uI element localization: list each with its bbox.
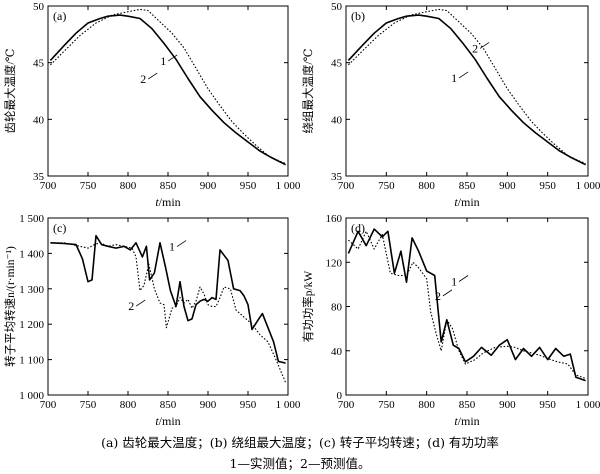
series-line-1 — [50, 234, 286, 364]
x-axis-label: t/min — [454, 195, 479, 209]
annotation-leader — [147, 72, 158, 80]
y-tick-label: 1 000 — [19, 390, 44, 402]
x-tick-label: 800 — [120, 399, 137, 411]
series-annotation-2: 2 — [140, 72, 146, 86]
series-annotation-1: 1 — [451, 71, 457, 85]
series-annotation-2: 2 — [435, 289, 441, 303]
x-tick-label: 850 — [160, 180, 177, 192]
y-tick-label: 35 — [33, 171, 45, 183]
y-tick-label: 50 — [33, 1, 45, 13]
x-tick-label: 1 000 — [576, 180, 600, 192]
series-annotation-2: 2 — [128, 299, 134, 313]
x-tick-label: 800 — [120, 180, 137, 192]
x-tick-label: 950 — [240, 180, 257, 192]
plot-frame — [47, 5, 289, 177]
x-tick-label: 700 — [338, 180, 355, 192]
y-tick-label: 1 300 — [19, 284, 44, 296]
figure-caption-panels: (a) 齿轮最大温度；(b) 绕组最大温度；(c) 转子平均转速；(d) 有功功… — [101, 435, 499, 450]
x-tick-label: 850 — [459, 180, 476, 192]
x-tick-label: 850 — [459, 399, 476, 411]
annotation-leader — [458, 275, 469, 282]
x-tick-label: 750 — [378, 399, 395, 411]
x-tick-label: 700 — [40, 399, 57, 411]
x-tick-label: 750 — [80, 399, 97, 411]
chart-panel-3: 700 750 800 850 900 950 1 000 1 000 1 100 1 200 1 … — [3, 213, 301, 428]
chart-panel-4: 700 750 800 850 900 950 1 000 0 40 80 120 160 12 (d) t… — [301, 213, 600, 428]
y-tick-label: 1 200 — [19, 319, 44, 331]
annotation-leader — [135, 299, 146, 307]
x-tick-label: 1 000 — [576, 399, 600, 411]
series-line-1 — [347, 228, 586, 382]
x-tick-label: 700 — [40, 180, 57, 192]
y-tick-label: 45 — [331, 58, 343, 70]
series-line-2 — [50, 242, 287, 383]
panel-label: (c) — [53, 221, 66, 235]
x-axis-label: t/min — [155, 414, 180, 428]
x-tick-label: 700 — [338, 399, 355, 411]
y-tick-label: 1 400 — [19, 248, 44, 260]
x-tick-label: 950 — [240, 399, 257, 411]
x-axis-label: t/min — [454, 414, 479, 428]
annotation-leader — [442, 289, 453, 297]
annotation-leader — [458, 71, 469, 79]
x-tick-label: 950 — [539, 180, 556, 192]
series-annotation-1: 1 — [451, 274, 457, 288]
series-line-1 — [347, 14, 586, 166]
y-tick-label: 35 — [331, 171, 343, 183]
annotation-leader — [167, 54, 178, 62]
series-line-2 — [49, 14, 286, 166]
y-tick-label: 1 100 — [19, 355, 44, 367]
y-tick-label: 80 — [331, 302, 343, 314]
plot-frame — [345, 5, 589, 177]
panel-label: (b) — [351, 9, 365, 23]
y-tick-label: 50 — [331, 1, 343, 13]
x-tick-label: 950 — [539, 399, 556, 411]
x-tick-label: 750 — [378, 180, 395, 192]
plot-frame — [47, 217, 289, 396]
series-annotation-1: 1 — [169, 240, 175, 254]
x-tick-label: 900 — [499, 180, 516, 192]
x-tick-label: 750 — [80, 180, 97, 192]
panel-label: (a) — [53, 9, 66, 23]
y-axis-label: 绕组最大温度/℃ — [301, 48, 315, 133]
y-tick-label: 40 — [33, 114, 45, 126]
y-tick-label: 45 — [33, 58, 45, 70]
x-tick-label: 900 — [200, 399, 217, 411]
panel-label: (d) — [351, 221, 365, 235]
x-tick-label: 800 — [418, 180, 435, 192]
series-line-1 — [50, 8, 286, 165]
x-axis-label: t/min — [155, 195, 180, 209]
x-tick-label: 1 000 — [276, 180, 301, 192]
y-tick-label: 1 500 — [19, 213, 44, 225]
series-annotation-2: 2 — [472, 41, 478, 55]
y-axis-label: 齿轮最大温度/℃ — [3, 48, 17, 133]
figure-caption-legend: 1—实测值；2—预测值。 — [229, 456, 371, 471]
series-line-2 — [348, 8, 586, 165]
x-tick-label: 1 000 — [276, 399, 301, 411]
y-axis-label: 转子平均转速n/(r·min⁻¹) — [3, 246, 17, 367]
series-annotation-1: 1 — [160, 54, 166, 68]
y-tick-label: 0 — [337, 390, 343, 402]
series-line-2 — [348, 230, 586, 379]
x-tick-label: 900 — [200, 180, 217, 192]
y-tick-label: 40 — [331, 114, 343, 126]
x-tick-label: 850 — [160, 399, 177, 411]
chart-panel-1: 700 750 800 850 900 950 1 000 35 40 45 50 12 (a) t/mi… — [3, 1, 301, 209]
annotation-leader — [176, 240, 187, 247]
x-tick-label: 800 — [418, 399, 435, 411]
y-tick-label: 160 — [326, 213, 343, 225]
chart-panel-2: 700 750 800 850 900 950 1 000 35 40 45 50 2 1 (b) t/mi… — [301, 1, 600, 209]
plot-frame — [345, 217, 589, 396]
y-axis-label: 有功功率p/kW — [301, 271, 315, 343]
y-tick-label: 120 — [326, 257, 343, 269]
y-tick-label: 40 — [331, 346, 343, 358]
annotation-leader — [479, 42, 490, 49]
x-tick-label: 900 — [499, 399, 516, 411]
